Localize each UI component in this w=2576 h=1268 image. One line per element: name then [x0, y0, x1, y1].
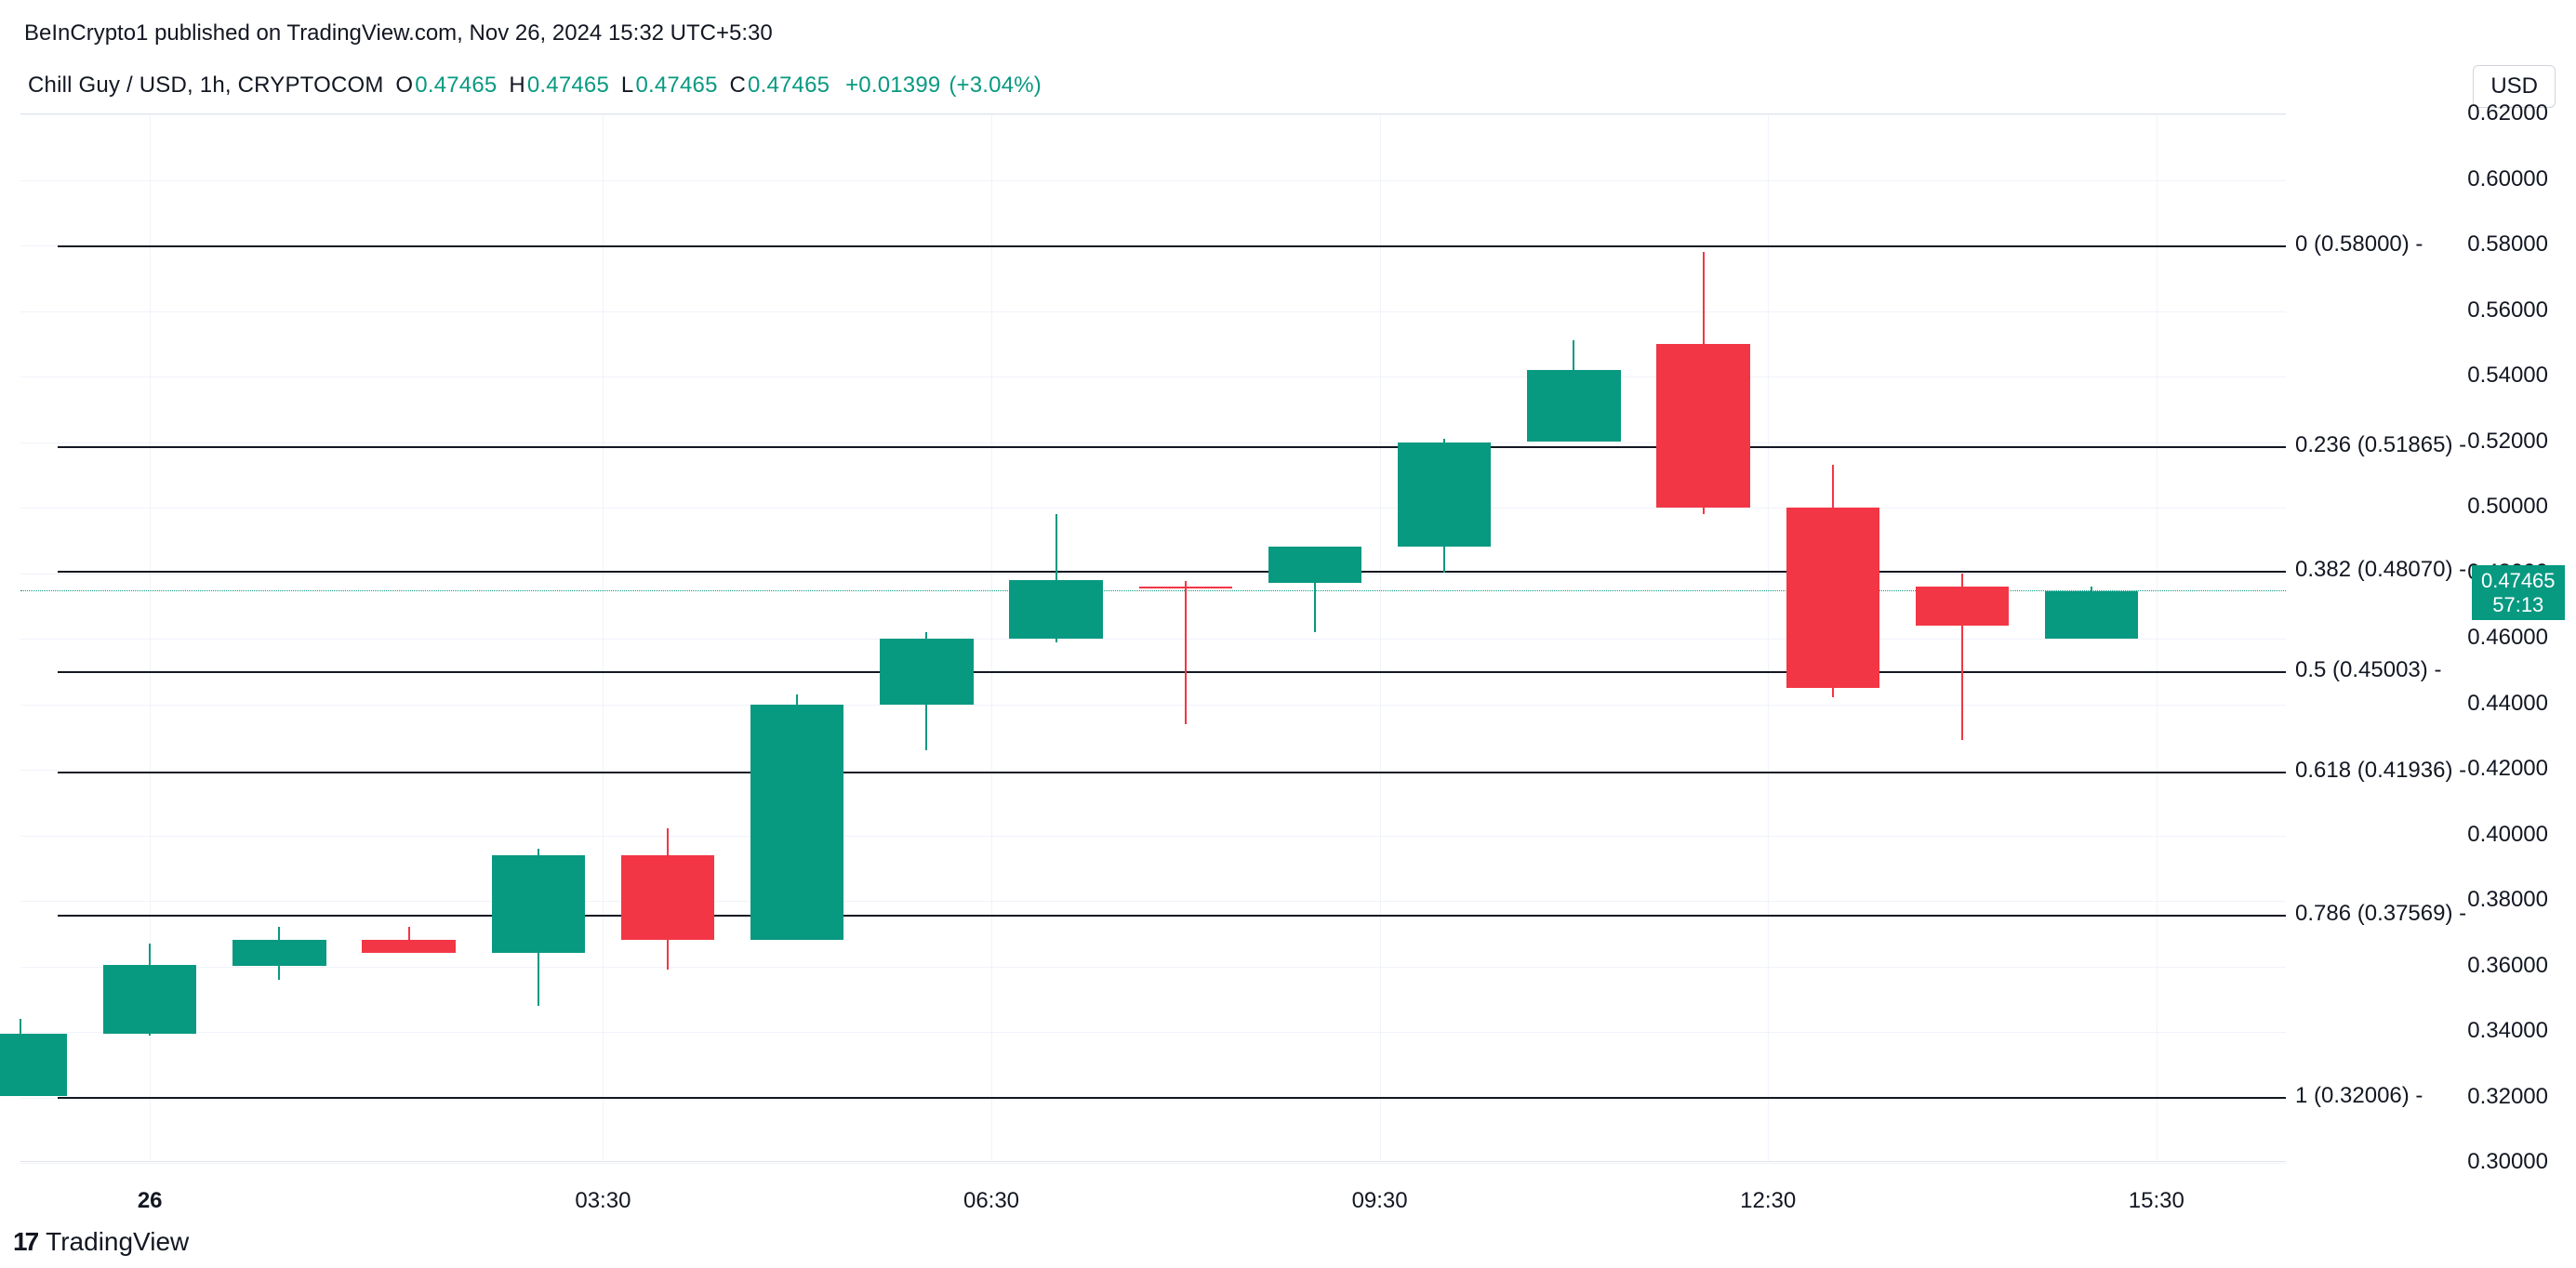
grid-line-horizontal: [20, 770, 2286, 771]
candle-wick: [1185, 581, 1187, 723]
candle-body: [1139, 587, 1232, 588]
candle-body: [362, 940, 455, 953]
fib-level-label: 0.236 (0.51865) -: [2295, 432, 2466, 458]
y-axis-label: 0.60000: [2467, 166, 2548, 192]
fib-level-label: 0.5 (0.45003) -: [2295, 657, 2441, 683]
candle-body: [103, 965, 196, 1034]
y-axis-label: 0.42000: [2467, 756, 2548, 782]
grid-line-vertical: [991, 114, 992, 1161]
fib-level-line: [58, 772, 2286, 773]
symbol-title: Chill Guy / USD, 1h, CRYPTOCOM: [28, 73, 384, 98]
chart-screenshot: BeInCrypto1 published on TradingView.com…: [0, 0, 2576, 1268]
tradingview-logo-text: TradingView: [46, 1227, 189, 1257]
y-axis-label: 0.52000: [2467, 429, 2548, 455]
candle-body: [750, 705, 843, 941]
fib-level-label: 1 (0.32006) -: [2295, 1083, 2423, 1109]
grid-line-horizontal: [20, 901, 2286, 902]
ohlc-h-value: 0.47465: [527, 73, 609, 98]
y-axis-label: 0.44000: [2467, 691, 2548, 717]
candle-body: [621, 855, 714, 941]
fib-level-line: [58, 915, 2286, 917]
candle-body: [880, 639, 973, 705]
publisher-line: BeInCrypto1 published on TradingView.com…: [24, 20, 773, 46]
current-price-tag: 0.47465 57:13: [2472, 565, 2565, 620]
ohlc-c-value: 0.47465: [748, 73, 830, 98]
tradingview-logo: 17 TradingView: [13, 1227, 189, 1257]
ohlc-l-label: L: [621, 73, 634, 98]
grid-line-horizontal: [20, 508, 2286, 509]
price-tag-price: 0.47465: [2481, 569, 2556, 592]
y-axis-label: 0.38000: [2467, 887, 2548, 913]
y-axis-label: 0.30000: [2467, 1149, 2548, 1175]
candle-body: [1268, 547, 1361, 583]
y-axis-label: 0.56000: [2467, 297, 2548, 324]
grid-line-horizontal: [20, 311, 2286, 312]
y-axis-label: 0.50000: [2467, 494, 2548, 520]
fib-level-line: [58, 245, 2286, 247]
x-axis-label: 03:30: [575, 1188, 631, 1214]
candle-body: [1786, 508, 1879, 688]
ohlc-h-label: H: [509, 73, 525, 98]
y-axis-label: 0.46000: [2467, 625, 2548, 651]
candle-body: [1398, 442, 1491, 548]
grid-line-horizontal: [20, 705, 2286, 706]
ohlc-l-value: 0.47465: [635, 73, 717, 98]
grid-line-horizontal: [20, 574, 2286, 575]
ohlc-c-label: C: [730, 73, 747, 98]
grid-line-horizontal: [20, 967, 2286, 968]
fib-level-label: 0 (0.58000) -: [2295, 231, 2423, 258]
price-tag-countdown: 57:13: [2481, 593, 2556, 616]
y-axis-label: 0.36000: [2467, 953, 2548, 979]
chart-ohlc-header: Chill Guy / USD, 1h, CRYPTOCOM O0.47465 …: [28, 73, 1042, 99]
fib-level-line: [58, 671, 2286, 673]
fib-level-label: 0.618 (0.41936) -: [2295, 758, 2466, 784]
fib-level-line: [58, 571, 2286, 573]
y-axis-label: 0.62000: [2467, 100, 2548, 126]
fib-level-line: [58, 1097, 2286, 1099]
candle-body: [2045, 591, 2138, 639]
grid-line-vertical: [2157, 114, 2158, 1161]
candle-body: [1527, 370, 1620, 442]
grid-line-horizontal: [20, 180, 2286, 181]
x-axis-label: 09:30: [1352, 1188, 1408, 1214]
tradingview-logo-mark: 17: [13, 1227, 36, 1257]
ohlc-o-value: 0.47465: [415, 73, 497, 98]
change-percent: (+3.04%): [949, 73, 1042, 98]
candle-body: [1656, 344, 1749, 508]
grid-line-horizontal: [20, 376, 2286, 377]
grid-line-horizontal: [20, 1163, 2286, 1164]
grid-line-horizontal: [20, 1032, 2286, 1033]
change-absolute: +0.01399: [845, 73, 940, 98]
candle-body: [1009, 580, 1102, 639]
y-axis-label: 0.32000: [2467, 1084, 2548, 1110]
fib-level-label: 0.382 (0.48070) -: [2295, 557, 2466, 583]
grid-line-horizontal: [20, 114, 2286, 115]
fib-level-label: 0.786 (0.37569) -: [2295, 901, 2466, 927]
grid-line-vertical: [1768, 114, 1769, 1161]
candle-body: [0, 1034, 67, 1096]
grid-line-vertical: [1380, 114, 1381, 1161]
chart-plot-area[interactable]: [20, 113, 2286, 1162]
x-axis-label: 15:30: [2129, 1188, 2184, 1214]
candle-body: [232, 940, 325, 966]
x-axis-label: 26: [138, 1188, 163, 1214]
y-axis-label: 0.54000: [2467, 363, 2548, 389]
candle-body: [1916, 587, 2009, 626]
y-axis-label: 0.40000: [2467, 822, 2548, 848]
x-axis-label: 12:30: [1740, 1188, 1796, 1214]
grid-line-horizontal: [20, 639, 2286, 640]
ohlc-o-label: O: [395, 73, 413, 98]
grid-line-horizontal: [20, 442, 2286, 443]
candle-body: [492, 855, 585, 954]
grid-line-horizontal: [20, 836, 2286, 837]
y-axis-label: 0.58000: [2467, 231, 2548, 258]
grid-line-vertical: [603, 114, 604, 1161]
fib-level-line: [58, 446, 2286, 448]
x-axis-label: 06:30: [963, 1188, 1019, 1214]
y-axis-label: 0.34000: [2467, 1018, 2548, 1044]
